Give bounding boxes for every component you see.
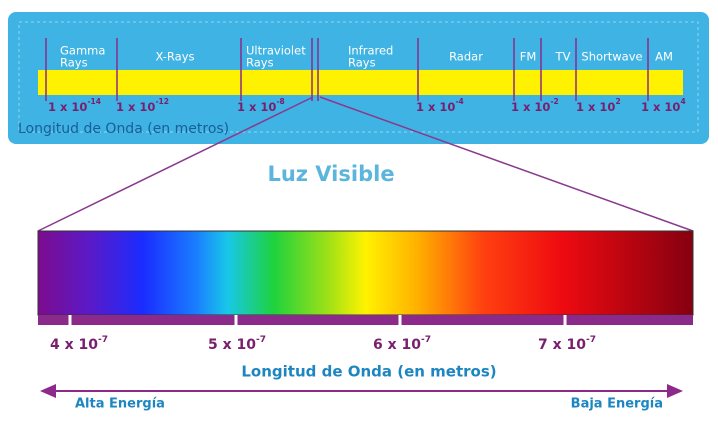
wavelength-exponent: -7 [586,335,596,345]
band-label: Rays [348,56,376,70]
visible-scale [38,315,693,325]
wavelength-label: 1 x 10-2 [511,97,559,114]
wavelength-exponent: -7 [421,335,431,345]
visible-spectrum [37,230,694,316]
wavelength-exponent: 4 [680,97,685,106]
scale-tick [398,315,402,325]
wavelength-base: 4 x 10 [50,337,98,353]
band-label: TV [555,50,571,64]
wavelength-labels: 1 x 10-14 1 x 10-12 1 x 10-8 1 x 10-4 1 x 10… [48,97,686,114]
axis-label: Longitud de Onda (en metros) [18,121,229,137]
arrow-head [40,384,56,398]
scale-tick [563,315,567,325]
wavelength-base: 7 x 10 [538,337,586,353]
wavelength-label: 1 x 10-4 [416,97,464,114]
visible-axis-label: Longitud de Onda (en metros) [241,363,496,381]
band-label: Rays [246,56,274,70]
band-label: X-Rays [155,50,194,64]
wavelength-base: 5 x 10 [208,337,256,353]
wavelength-label: 1 x 102 [576,97,621,114]
wavelength-base: 1 x 10 [48,100,87,114]
wavelength-label: 7 x 10-7 [538,335,596,354]
band-label: Shortwave [581,50,642,64]
title: Luz Visible [267,162,394,186]
dashed-frame [18,21,699,133]
band-label: FM [520,50,537,64]
wavelength-exponent: 2 [615,97,620,106]
wavelength-exponent: -12 [155,97,169,106]
band-label: Radar [449,50,483,64]
wavelength-exponent: -8 [276,97,284,106]
spectrum-bar [38,70,683,95]
wavelength-label: 4 x 10-7 [50,335,108,354]
wavelength-exponent: -7 [98,335,108,345]
wavelength-exponent: -2 [550,97,558,106]
visible-wavelength-labels: 4 x 10-7 5 x 10-7 6 x 10-7 7 x 10-7 [50,315,596,353]
wavelength-base: 6 x 10 [373,337,421,353]
wavelength-label: 6 x 10-7 [373,335,431,354]
wavelength-base: 1 x 10 [511,100,550,114]
wavelength-label: 1 x 104 [641,97,686,114]
wavelength-label: 1 x 10-8 [237,97,285,114]
band-label: Rays [60,56,88,70]
wavelength-base: 1 x 10 [641,100,680,114]
band-dividers [45,38,649,101]
arrow-head [667,384,683,398]
scale-tick [68,315,72,325]
band-label: Infrared [348,44,393,58]
wavelength-label: 1 x 10-14 [48,97,101,114]
wavelength-exponent: -14 [87,97,101,106]
wavelength-exponent: -7 [256,335,266,345]
band-label: AM [655,50,673,64]
wavelength-base: 1 x 10 [576,100,615,114]
band-label: Ultraviolet [246,44,306,58]
wavelength-label: 5 x 10-7 [208,335,266,354]
wavelength-exponent: -4 [455,97,463,106]
wavelength-label: 1 x 10-12 [116,97,169,114]
wavelength-base: 1 x 10 [237,100,276,114]
wavelength-base: 1 x 10 [116,100,155,114]
high-energy: Alta Energía [75,397,165,412]
zoom-line [319,96,694,232]
zoom-line [37,96,314,232]
scale-tick [234,315,238,325]
low-energy: Baja Energía [571,397,663,412]
band-label: Gamma [60,44,105,58]
wavelength-base: 1 x 10 [416,100,455,114]
